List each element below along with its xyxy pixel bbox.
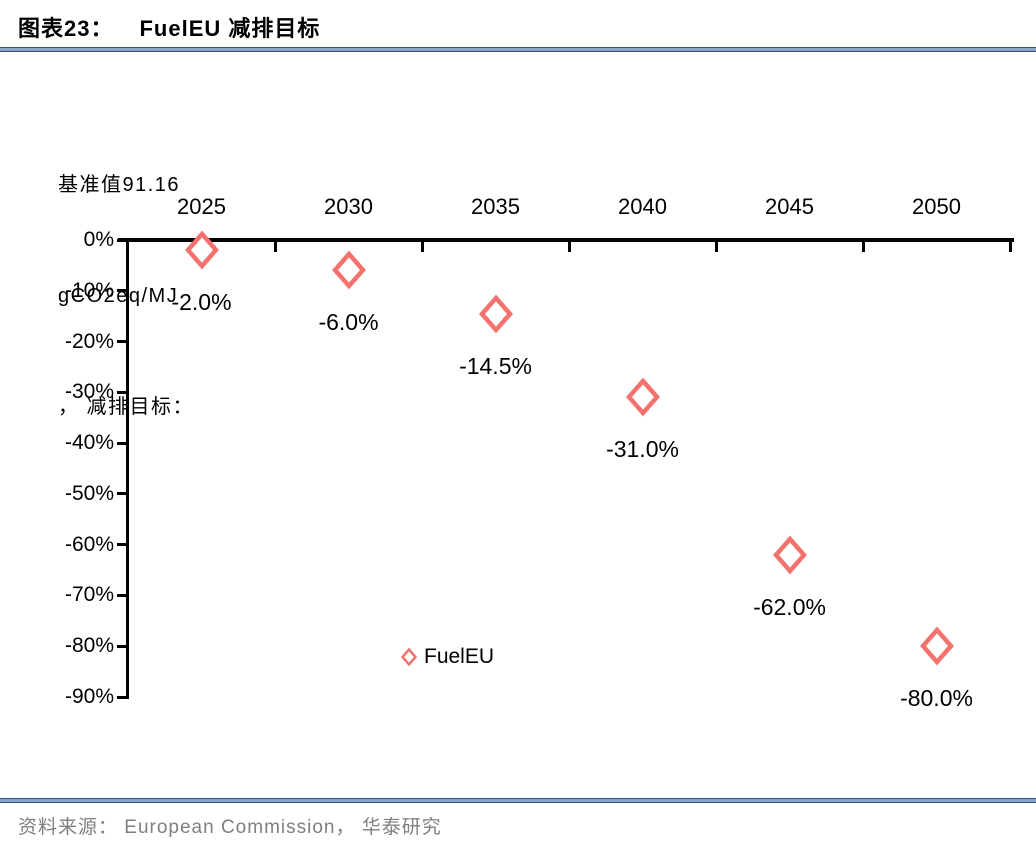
y-axis-tick-mark: [117, 390, 128, 394]
x-axis-tick-mark: [420, 242, 424, 252]
data-point-value-label: -14.5%: [459, 352, 532, 379]
data-point-diamond-marker: [772, 535, 807, 575]
x-axis-tick-label: 2030: [324, 194, 373, 219]
y-axis-tick-label: -10%: [64, 278, 114, 302]
y-axis-tick-label: -60%: [64, 532, 114, 556]
y-axis-tick-label: 0%: [83, 228, 114, 251]
source-attribution: 资料来源： European Commission， 华泰研究: [18, 817, 442, 838]
y-axis-note-line-1: 基准值91.16: [58, 174, 181, 196]
y-axis-note-line-2: gCO2eq/MJ: [58, 285, 179, 307]
x-axis-tick-mark: [273, 242, 277, 252]
y-axis-tick-label: -90%: [64, 685, 114, 708]
x-axis-tick-label: 2035: [471, 194, 520, 219]
y-axis-tick-label: -20%: [64, 329, 114, 353]
y-axis-tick-mark: [117, 340, 128, 344]
y-axis-tick-label: -30%: [64, 380, 114, 404]
data-point-value-label: -6.0%: [318, 309, 379, 336]
data-point-diamond-marker: [184, 230, 219, 270]
figure-title: 图表23： FuelEU 减排目标: [18, 11, 320, 43]
y-axis-line: [126, 238, 129, 699]
x-axis-tick-label: 2025: [177, 194, 226, 219]
y-axis-tick-mark: [117, 543, 128, 547]
data-point-diamond-marker: [478, 294, 513, 334]
x-axis-tick-label: 2050: [912, 194, 961, 219]
footer-divider-rule: [0, 798, 1036, 803]
data-point-value-label: -80.0%: [900, 685, 973, 712]
data-point-value-label: -62.0%: [753, 593, 826, 620]
title-divider-rule: [0, 47, 1036, 52]
x-axis-tick-mark: [1008, 242, 1012, 252]
y-axis-tick-mark: [117, 593, 128, 597]
x-axis-tick-mark: [567, 242, 571, 252]
chart-legend: FuelEU: [401, 644, 494, 670]
y-axis-tick-mark: [117, 644, 128, 648]
figure-number-label: 图表23：: [18, 16, 114, 41]
x-axis-tick-mark: [714, 242, 718, 252]
y-axis-note-line-3: ， 减排目标：: [58, 396, 195, 418]
data-point-diamond-marker: [919, 626, 954, 666]
y-axis-tick-label: -40%: [64, 431, 114, 455]
y-axis-tick-label: -80%: [64, 634, 114, 658]
legend-diamond-marker-icon: [401, 648, 417, 666]
data-point-value-label: -2.0%: [171, 289, 232, 316]
x-axis-tick-label: 2040: [618, 194, 667, 219]
y-axis-tick-label: -70%: [64, 583, 114, 607]
y-axis-tick-mark: [117, 695, 128, 699]
x-axis-line: [118, 238, 1014, 242]
x-axis-tick-label: 2045: [765, 194, 814, 219]
data-point-value-label: -31.0%: [606, 436, 679, 463]
y-axis-tick-mark: [117, 492, 128, 496]
y-axis-tick-mark: [117, 441, 128, 445]
y-axis-tick-label: -50%: [64, 481, 114, 505]
y-axis-tick-mark: [117, 289, 128, 293]
legend-series-label: FuelEU: [424, 645, 495, 668]
figure-title-text: FuelEU 减排目标: [139, 16, 321, 41]
y-axis-note: 基准值91.16 gCO2eq/MJ ， 减排目标：: [58, 93, 194, 463]
x-axis-tick-mark: [861, 242, 865, 252]
data-point-diamond-marker: [331, 251, 366, 290]
data-point-diamond-marker: [625, 377, 660, 417]
y-axis-tick-mark: [117, 238, 128, 242]
